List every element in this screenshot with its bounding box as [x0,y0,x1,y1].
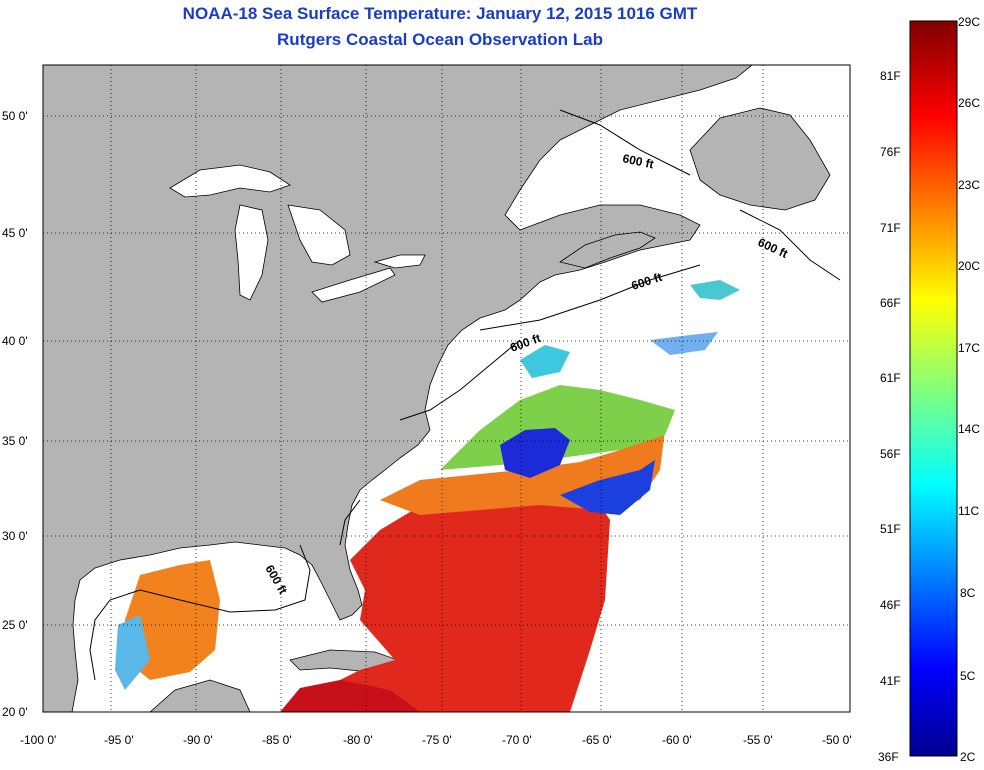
land-north-america [43,65,753,712]
sst-patch-mid-east [690,280,740,300]
lat-tick: 20 0' [2,705,28,719]
lon-tick: -70 0' [502,733,532,747]
cbar-f-label: 61F [880,371,901,385]
lon-tick: -90 0' [183,733,213,747]
depth-contours [89,109,841,681]
lon-tick: -75 0' [422,733,452,747]
colorbar-c-labels: 2C 5C 8C 11C 14C 17C 20C 23C 26C 29C [958,15,980,764]
lat-tick: 30 0' [2,529,28,543]
colorbar [909,20,958,757]
map-subtitle: Rutgers Coastal Ocean Observation Lab [277,30,603,49]
sst-patch-blue-east [560,460,655,515]
lon-tick: -50 0' [822,733,852,747]
cbar-c-label: 2C [960,750,976,764]
cbar-f-label: 36F [878,750,899,764]
lon-tick: -95 0' [104,733,134,747]
land-newfoundland [689,107,831,211]
sst-patch-gulf-orange [125,560,220,680]
lat-tick: 40 0' [2,334,28,348]
cbar-c-label: 5C [960,669,976,683]
lake-superior [169,164,291,198]
cbar-f-label: 71F [880,221,901,235]
cbar-c-label: 23C [958,178,980,192]
land-nova-scotia [559,231,656,269]
lake-michigan [234,204,269,301]
sst-patch-green-shelf [440,385,675,470]
cbar-f-label: 41F [880,674,901,688]
cbar-c-label: 8C [960,586,976,600]
cbar-c-label: 26C [958,96,980,110]
lake-ontario [373,254,426,269]
sst-patch-blue-gulfstream [500,428,570,478]
cbar-c-label: 17C [958,341,980,355]
sst-patch-caribbean [280,680,420,712]
lat-tick: 45 0' [2,226,28,240]
lat-tick: 35 0' [2,434,28,448]
lon-tick: -60 0' [662,733,692,747]
graticule [43,65,850,712]
sst-patch-shelf-blue [650,332,718,355]
lon-axis: -100 0' -95 0' -90 0' -85 0' -80 0' -75 … [20,733,852,747]
lat-tick: 50 0' [2,109,28,123]
land-yucatan [149,679,251,712]
cbar-c-label: 29C [958,15,980,29]
colorbar-f-labels: 36F 41F 46F 51F 56F 61F 66F 71F 76F 81F [878,69,901,764]
cbar-f-label: 46F [880,598,901,612]
cbar-c-label: 20C [958,259,980,273]
cbar-c-label: 11C [958,504,979,518]
lon-tick: -65 0' [582,733,612,747]
sst-patch-warm-south [320,495,610,712]
lat-tick: 25 0' [2,618,28,632]
cbar-f-label: 81F [880,69,901,83]
cbar-f-label: 66F [880,296,901,310]
lat-axis: 20 0' 25 0' 30 0' 35 0' 40 0' 45 0' 50 0… [2,109,28,719]
cbar-f-label: 56F [880,447,901,461]
sst-patch-gulf-cyan [115,615,150,690]
lon-tick: -55 0' [743,733,773,747]
lon-tick: -85 0' [262,733,292,747]
depth-label: 600 ft [621,151,655,171]
cbar-f-label: 51F [880,522,901,536]
lake-erie [311,267,396,303]
sst-patch-cyan-north [520,345,570,378]
cbar-f-label: 76F [880,145,901,159]
map-title: NOAA-18 Sea Surface Temperature: January… [182,4,698,23]
cbar-c-label: 14C [958,422,980,436]
lon-tick: -100 0' [20,733,56,747]
sst-data [115,280,740,712]
lon-tick: -80 0' [343,733,373,747]
lake-huron [287,204,351,266]
